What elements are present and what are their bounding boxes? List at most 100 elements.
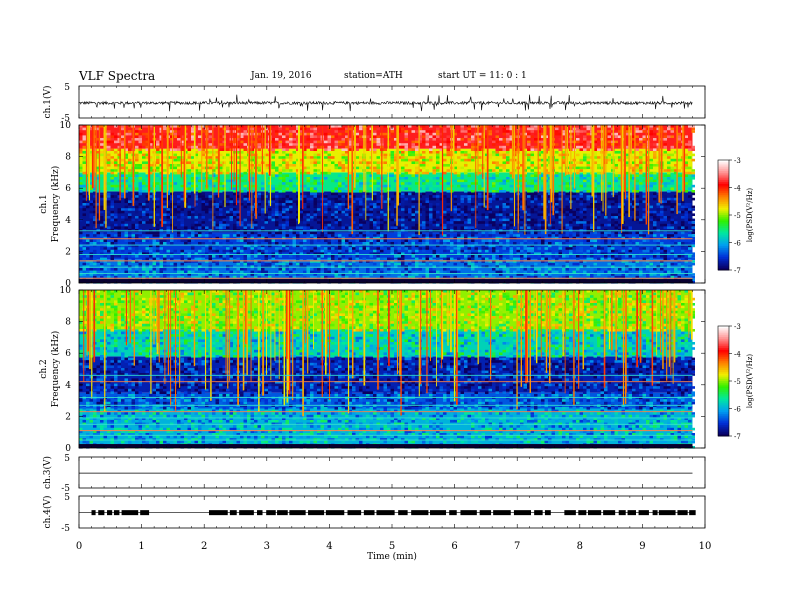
g-spec1-cell xyxy=(338,125,342,128)
g-spec1-cell xyxy=(579,145,583,149)
g-spec1-cell xyxy=(555,151,559,154)
g-spec1-cell xyxy=(656,192,660,196)
g-spec1-cell xyxy=(541,221,545,224)
g-spec1-cell xyxy=(618,130,622,133)
g-spec1-cell xyxy=(149,244,153,248)
g-spec1-cell xyxy=(670,239,674,242)
g-spec1-cell xyxy=(495,140,499,144)
g-spec1-cell xyxy=(107,140,111,144)
g-spec1-cell xyxy=(453,179,457,183)
g-spec1-cell xyxy=(110,223,114,227)
g-spec1-cell xyxy=(93,177,97,180)
g-spec1-cell xyxy=(236,177,240,180)
g-spec1-cell xyxy=(502,218,506,222)
g-spec1-cell xyxy=(677,132,681,136)
g-spec1-cell xyxy=(296,218,300,222)
g-spec1-cell xyxy=(292,218,296,222)
g-spec1-cell xyxy=(282,247,286,250)
g-spec1-cell xyxy=(495,242,499,245)
g-spec1-cell xyxy=(394,218,398,222)
g-spec1-cell xyxy=(226,239,230,242)
g-spec1-cell xyxy=(348,192,352,196)
g-spec1-cell xyxy=(674,195,678,198)
g-spec1-cell xyxy=(590,247,594,250)
g-spec1-cell xyxy=(177,127,181,131)
g-spec1-cell xyxy=(369,190,373,193)
g-spec1-cell xyxy=(194,166,198,170)
g-spec1-cell xyxy=(600,179,604,183)
g-spec1-cell xyxy=(215,229,219,232)
g-spec1-cell xyxy=(474,205,478,209)
g-spec1-cell xyxy=(439,216,443,219)
g-spec1-cell xyxy=(359,166,363,170)
g-spec1-cell xyxy=(653,247,657,250)
g-spec1-cell xyxy=(443,130,447,133)
g-spec1-cell xyxy=(667,156,671,159)
g-spec1-cell xyxy=(306,210,310,214)
g-spec1-cell xyxy=(614,195,618,198)
g-spec1-cell xyxy=(625,223,629,227)
g-spec1-cell xyxy=(331,244,335,248)
g-spec1-cell xyxy=(198,156,202,159)
g-spec1-cell xyxy=(198,249,202,253)
g-spec1-cell xyxy=(324,216,328,219)
g-spec1-cell xyxy=(303,195,307,198)
g-spec1-cell xyxy=(488,216,492,219)
g-spec1-cell xyxy=(292,200,296,203)
g-spec1-cell xyxy=(299,195,303,198)
g-spec1-cell xyxy=(600,192,604,196)
g-spec1-cell xyxy=(397,218,401,222)
g-spec1-cell xyxy=(124,247,128,250)
g-spec1-cell xyxy=(660,223,664,227)
g-spec1-cell xyxy=(121,229,125,232)
g-spec1-cell xyxy=(124,184,128,188)
g-spec1-cell xyxy=(222,140,226,144)
g-spec1-cell xyxy=(432,169,436,172)
g-spec1-cell xyxy=(198,179,202,183)
g-spec1-cell xyxy=(432,171,436,175)
g-spec1-cell xyxy=(460,200,464,203)
g-spec1-cell xyxy=(278,184,282,188)
g-spec1-cell xyxy=(299,226,303,229)
g-spec1-cell xyxy=(306,143,310,146)
g-spec1-cell xyxy=(436,135,440,138)
g-spec1-cell xyxy=(282,177,286,180)
g-spec1-cell xyxy=(163,177,167,180)
g-spec1-cell xyxy=(93,218,97,222)
g-spec1-cell xyxy=(107,161,111,164)
g-spec1-cell xyxy=(562,127,566,131)
g-spec1-cell xyxy=(555,210,559,214)
g-spec1-cell xyxy=(163,182,167,185)
g-spec1-cell xyxy=(537,247,541,250)
g-spec1-cell xyxy=(313,153,317,157)
g-spec1-cell xyxy=(590,205,594,209)
g-spec1-cell xyxy=(527,156,531,159)
g-spec1-cell xyxy=(79,192,83,196)
g-spec1-cell xyxy=(313,208,317,211)
g-spec1-cell xyxy=(429,216,433,219)
g-spec1-cell xyxy=(317,169,321,172)
g-spec1-cell xyxy=(177,138,181,141)
g-spec1-cell xyxy=(296,184,300,188)
g-spec1-cell xyxy=(145,229,149,232)
g-spec1-cell xyxy=(345,239,349,242)
g-spec1-cell xyxy=(341,252,345,255)
g-spec1-cell xyxy=(632,203,636,206)
g-spec1-cell xyxy=(541,169,545,172)
g-spec1-cell xyxy=(229,242,233,245)
g-spec1-cell xyxy=(499,244,503,248)
g-spec1-cell xyxy=(166,226,170,229)
g-spec1-cell xyxy=(247,244,251,248)
g-spec1-cell xyxy=(471,234,475,237)
g-spec1-cell xyxy=(418,156,422,159)
g-spec1-cell xyxy=(268,184,272,188)
g-spec1-cell xyxy=(401,187,405,190)
g-spec1-cell xyxy=(593,226,597,229)
g-spec1-cell xyxy=(593,187,597,190)
g-spec1-cell xyxy=(677,140,681,144)
g-spec1-cell xyxy=(670,226,674,229)
g-spec1-cell xyxy=(576,171,580,175)
g-spec1-cell xyxy=(292,151,296,154)
g-spec1-cell xyxy=(212,247,216,250)
g-spec1-cell xyxy=(565,187,569,190)
